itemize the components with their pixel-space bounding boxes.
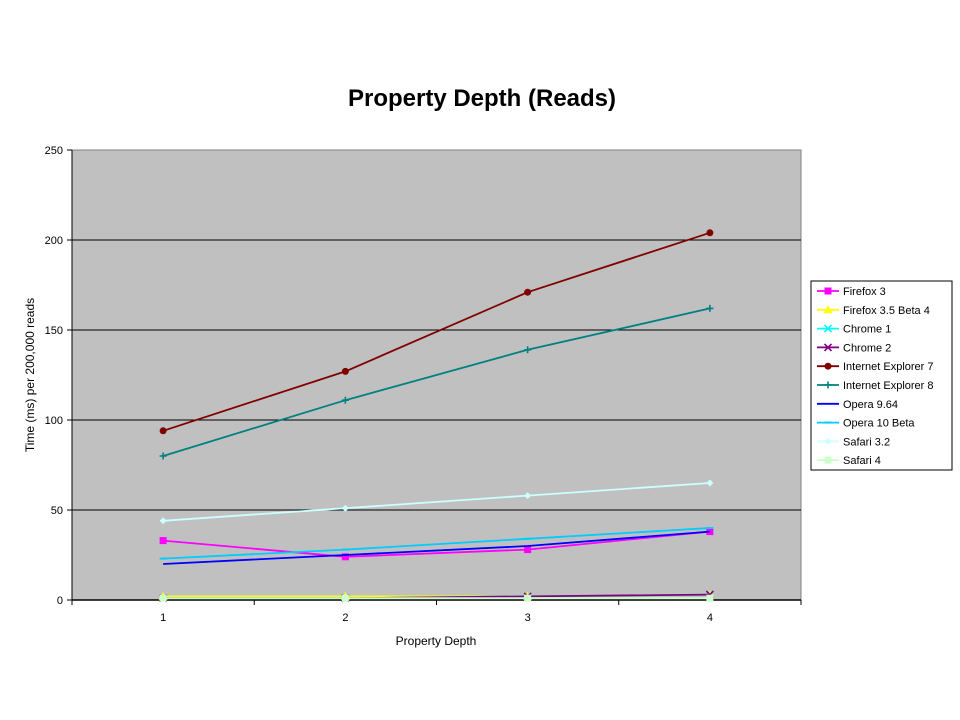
data-point [159, 427, 167, 435]
data-point [341, 504, 349, 512]
data-point [824, 437, 832, 445]
data-point [706, 304, 714, 312]
legend-item: Opera 10 Beta [817, 418, 915, 430]
data-point [341, 396, 349, 404]
legend-item: Safari 3.2 [817, 436, 890, 448]
y-axis-label: Time (ms) per 200,000 reads [23, 298, 37, 452]
y-tick-label: 200 [45, 235, 63, 247]
series-line [163, 530, 710, 565]
legend-label: Firefox 3.5 Beta 4 [843, 305, 930, 317]
data-point [823, 305, 833, 314]
data-point [341, 367, 349, 375]
legend-label: Chrome 1 [843, 324, 891, 336]
legend-label: Safari 3.2 [843, 436, 890, 448]
x-tick-label: 1 [160, 612, 166, 624]
series-line [162, 307, 711, 457]
series-5 [159, 229, 714, 435]
legend-item: Chrome 2 [817, 342, 891, 354]
legend-label: Internet Explorer 8 [843, 380, 934, 392]
y-tick-label: 250 [45, 145, 63, 157]
legend-item: Opera 9.64 [817, 399, 898, 411]
data-point [706, 594, 714, 602]
legend-item: Firefox 3.5 Beta 4 [817, 305, 930, 317]
data-point [524, 346, 532, 354]
legend-item: Internet Explorer 8 [817, 380, 934, 392]
y-tick-label: 150 [45, 325, 63, 337]
data-point [823, 324, 833, 333]
legend-item: Firefox 3 [817, 286, 886, 298]
data-point [524, 594, 532, 602]
y-axis-ticks: 0 50 100 150 200 250 [45, 145, 72, 607]
data-point [524, 546, 532, 554]
data-point [159, 537, 167, 545]
data-point [524, 288, 532, 296]
legend-label: Opera 9.64 [843, 399, 898, 411]
legend-label: Chrome 2 [843, 342, 891, 354]
data-point [524, 492, 532, 500]
series-9 [159, 479, 714, 525]
x-tick-label: 4 [707, 612, 713, 624]
legend-label: Firefox 3 [843, 286, 886, 298]
data-point [341, 553, 349, 561]
y-tick-label: 100 [45, 415, 63, 427]
x-axis-ticks: 1 2 3 4 [71, 600, 802, 624]
data-point [706, 229, 714, 237]
data-point [824, 362, 832, 370]
data-point [159, 517, 167, 525]
series-7 [163, 530, 710, 565]
data-point [706, 479, 714, 487]
series-10 [159, 594, 714, 602]
data-point [159, 594, 167, 602]
data-point [159, 452, 167, 460]
series-6 [159, 304, 714, 460]
data-point [823, 343, 833, 352]
legend-label: Opera 10 Beta [843, 418, 915, 430]
chart-title: Property Depth (Reads) [348, 85, 616, 112]
legend-box [810, 280, 953, 471]
legend-label: Internet Explorer 7 [843, 361, 934, 373]
y-tick-label: 50 [51, 505, 63, 517]
series-line [163, 482, 710, 522]
data-point [824, 381, 832, 389]
data-point [341, 594, 349, 602]
series-line [162, 231, 711, 432]
legend-item: Chrome 1 [817, 324, 891, 336]
legend: Firefox 3 Firefox 3.5 Beta 4 Chrome 1 Chrom… [810, 280, 953, 471]
series-line [163, 530, 710, 558]
x-tick-label: 3 [525, 612, 531, 624]
legend-label: Safari 4 [843, 455, 881, 467]
series-line [163, 527, 710, 560]
y-tick-label: 0 [57, 595, 63, 607]
data-point [824, 287, 832, 295]
data-point [824, 456, 832, 464]
legend-item: Internet Explorer 7 [817, 361, 934, 373]
legend-item: Safari 4 [817, 455, 881, 467]
series-8 [159, 527, 714, 560]
x-axis-label: Property Depth [396, 634, 477, 648]
series-group [158, 229, 715, 603]
x-tick-label: 2 [342, 612, 348, 624]
